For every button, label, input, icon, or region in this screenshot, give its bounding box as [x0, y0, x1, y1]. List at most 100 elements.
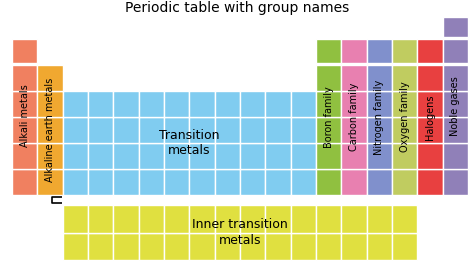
Bar — [63, 232, 88, 260]
Bar — [341, 117, 367, 143]
Bar — [63, 169, 88, 195]
Bar — [265, 205, 291, 232]
Bar — [139, 232, 164, 260]
Bar — [12, 117, 37, 143]
Bar — [164, 232, 189, 260]
Bar — [443, 117, 468, 143]
Bar — [417, 117, 443, 143]
Text: Carbon family: Carbon family — [349, 83, 359, 151]
Bar — [88, 169, 113, 195]
Bar — [341, 65, 367, 91]
Text: Halogens: Halogens — [425, 94, 435, 140]
Bar — [164, 143, 189, 169]
Bar — [113, 143, 139, 169]
Bar — [113, 91, 139, 117]
Bar — [37, 91, 63, 117]
Bar — [63, 117, 88, 143]
Bar — [88, 205, 113, 232]
Bar — [291, 205, 316, 232]
Bar — [341, 143, 367, 169]
Bar — [443, 169, 468, 195]
Bar — [139, 91, 164, 117]
Bar — [367, 117, 392, 143]
Bar — [265, 91, 291, 117]
Bar — [341, 205, 367, 232]
Bar — [316, 117, 341, 143]
Bar — [392, 65, 417, 91]
Bar — [240, 91, 265, 117]
Bar — [316, 65, 341, 91]
Bar — [37, 117, 63, 143]
Bar — [189, 169, 215, 195]
Bar — [417, 91, 443, 117]
Bar — [417, 169, 443, 195]
Bar — [341, 232, 367, 260]
Bar — [443, 17, 468, 37]
Bar — [113, 232, 139, 260]
Bar — [367, 205, 392, 232]
Bar — [88, 143, 113, 169]
Bar — [164, 117, 189, 143]
Bar — [215, 232, 240, 260]
Bar — [12, 65, 37, 91]
Bar — [12, 91, 37, 117]
Bar — [291, 143, 316, 169]
Bar — [291, 169, 316, 195]
Bar — [291, 117, 316, 143]
Bar — [240, 232, 265, 260]
Bar — [265, 169, 291, 195]
Bar — [316, 205, 341, 232]
Bar — [63, 143, 88, 169]
Bar — [113, 117, 139, 143]
Bar — [443, 91, 468, 117]
Bar — [316, 143, 341, 169]
Bar — [139, 117, 164, 143]
Bar — [139, 205, 164, 232]
Bar — [341, 91, 367, 117]
Bar — [316, 169, 341, 195]
Bar — [392, 143, 417, 169]
Bar — [240, 117, 265, 143]
Bar — [417, 39, 443, 63]
Bar — [215, 169, 240, 195]
Bar — [88, 117, 113, 143]
Bar — [37, 65, 63, 91]
Bar — [12, 143, 37, 169]
Bar — [189, 117, 215, 143]
Bar — [392, 39, 417, 63]
Bar — [189, 91, 215, 117]
Bar — [392, 169, 417, 195]
Bar — [215, 117, 240, 143]
Bar — [215, 91, 240, 117]
Bar — [265, 117, 291, 143]
Bar — [215, 143, 240, 169]
Bar — [392, 232, 417, 260]
Bar — [164, 205, 189, 232]
Bar — [139, 169, 164, 195]
Bar — [392, 205, 417, 232]
Bar — [367, 39, 392, 63]
Bar — [265, 232, 291, 260]
Bar — [37, 169, 63, 195]
Bar — [189, 205, 215, 232]
Bar — [240, 169, 265, 195]
Bar — [37, 143, 63, 169]
Bar — [164, 91, 189, 117]
Text: Boron family: Boron family — [324, 86, 334, 148]
Bar — [88, 232, 113, 260]
Bar — [417, 65, 443, 91]
Bar — [164, 169, 189, 195]
Text: Alkaline earth metals: Alkaline earth metals — [45, 78, 55, 182]
Bar — [215, 205, 240, 232]
Text: Inner transition
metals: Inner transition metals — [192, 218, 288, 247]
Bar — [316, 232, 341, 260]
Bar — [291, 232, 316, 260]
Bar — [12, 39, 37, 63]
Text: Oxygen family: Oxygen family — [400, 82, 410, 152]
Text: Periodic table with group names: Periodic table with group names — [125, 1, 349, 15]
Bar — [392, 91, 417, 117]
Bar — [392, 117, 417, 143]
Bar — [341, 169, 367, 195]
Bar — [316, 39, 341, 63]
Bar — [189, 232, 215, 260]
